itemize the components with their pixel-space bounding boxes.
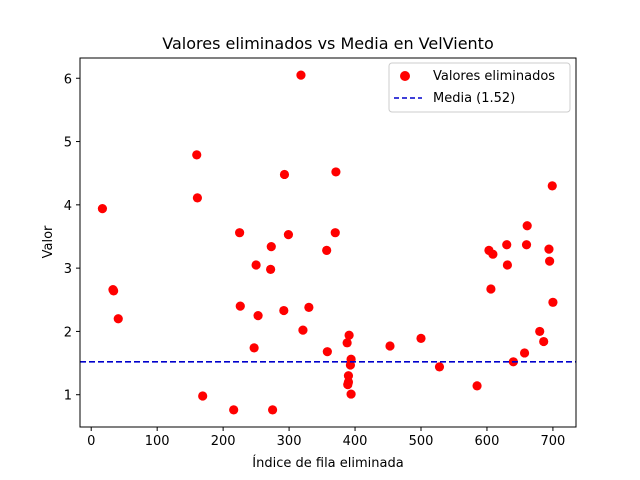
- x-tick-label: 300: [277, 434, 302, 449]
- data-point: [519, 348, 530, 358]
- x-tick-label: 200: [211, 434, 236, 449]
- y-tick-label: 1: [64, 389, 72, 404]
- data-point: [198, 391, 208, 401]
- x-tick-label: 400: [343, 434, 368, 449]
- data-point: [283, 229, 294, 240]
- data-point: [253, 311, 263, 321]
- data-point: [229, 405, 239, 415]
- data-point: [416, 333, 426, 343]
- data-point: [266, 264, 276, 274]
- data-point: [342, 338, 352, 348]
- data-point: [522, 221, 532, 231]
- legend-box: [388, 62, 571, 113]
- x-tick-label: 600: [475, 434, 500, 449]
- data-point: [547, 181, 557, 191]
- y-tick-label: 6: [64, 72, 72, 87]
- plot-area: [80, 70, 576, 415]
- data-point: [548, 297, 558, 307]
- axis-ticks: 0 100 200 300 400 500 600 700 1 2 3 4 5 6: [64, 72, 566, 449]
- data-point: [279, 305, 289, 316]
- data-point: [298, 325, 308, 335]
- data-point: [235, 228, 245, 238]
- legend-marker-scatter: [400, 71, 410, 81]
- data-point: [521, 240, 532, 250]
- data-point: [192, 193, 203, 203]
- plot-frame: [79, 57, 577, 428]
- data-point: [296, 70, 306, 80]
- legend: Valores eliminados Media (1.52): [388, 62, 571, 113]
- data-point: [304, 302, 314, 312]
- data-point: [267, 405, 278, 415]
- data-point: [279, 169, 290, 180]
- x-tick-label: 100: [145, 434, 170, 449]
- legend-label-scatter: Valores eliminados: [433, 69, 555, 84]
- data-point: [544, 244, 554, 254]
- data-point: [502, 240, 512, 250]
- data-point: [113, 314, 123, 324]
- chart-title: Valores eliminados vs Media en VelViento: [162, 34, 494, 53]
- data-point: [249, 343, 259, 353]
- data-point: [322, 347, 332, 357]
- y-tick-label: 3: [64, 262, 72, 277]
- y-tick-label: 2: [64, 325, 72, 340]
- data-point: [434, 362, 445, 372]
- data-point: [343, 371, 354, 381]
- data-point: [330, 228, 340, 238]
- x-tick-label: 500: [409, 434, 434, 449]
- data-point: [109, 286, 119, 296]
- y-tick-label: 5: [64, 136, 72, 151]
- data-point: [344, 330, 354, 340]
- data-point: [266, 242, 276, 252]
- data-point: [535, 326, 545, 337]
- data-point: [192, 150, 202, 160]
- data-point: [472, 381, 482, 391]
- data-point: [539, 336, 549, 347]
- y-tick-label: 4: [64, 199, 72, 214]
- legend-label-mean: Media (1.52): [433, 91, 515, 106]
- data-point: [486, 284, 496, 294]
- data-point: [346, 389, 356, 399]
- y-axis-label: Valor: [41, 225, 56, 258]
- data-point: [235, 301, 245, 311]
- data-point: [322, 245, 332, 256]
- data-point: [331, 167, 341, 177]
- data-point: [385, 341, 395, 351]
- x-tick-label: 0: [87, 434, 95, 449]
- data-point: [343, 377, 354, 387]
- data-point: [502, 260, 513, 270]
- x-tick-label: 700: [541, 434, 566, 449]
- data-point: [488, 249, 498, 259]
- data-point: [251, 260, 261, 270]
- data-point: [97, 204, 108, 214]
- x-axis-label: Índice de fila eliminada: [252, 455, 403, 471]
- data-point: [545, 256, 555, 266]
